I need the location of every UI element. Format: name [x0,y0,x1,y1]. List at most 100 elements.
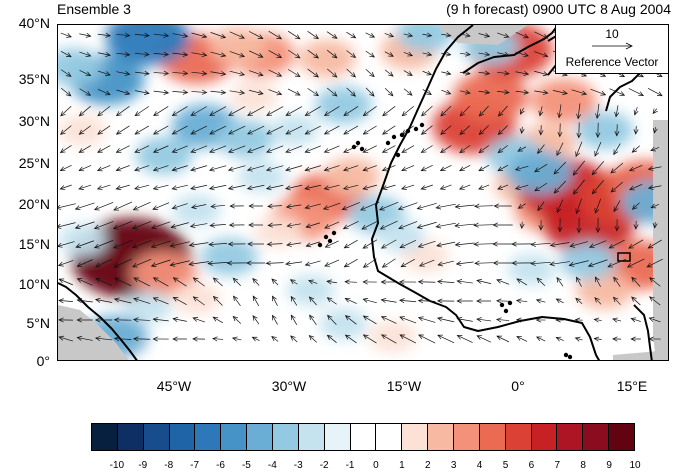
anomaly-patch [254,215,303,248]
wind-vector [271,336,279,342]
wind-vector [212,295,223,306]
wind-vector [248,70,264,77]
wind-vector [58,335,73,342]
island [327,238,333,244]
wind-vector [76,259,93,267]
wind-vector [265,165,284,172]
wind-vector [401,105,415,117]
anomaly-patch [376,219,425,252]
wind-vector [267,222,282,228]
wind-vector [650,203,659,209]
island [331,230,337,236]
wind-vector [652,127,658,134]
anomaly-patch [270,114,319,147]
wind-vector [519,126,525,135]
island [395,152,401,158]
wind-vector [344,279,357,285]
wind-vector [380,334,397,344]
y-tick-5n: 5°N [26,315,51,331]
title-right: (9 h forecast) 0900 UTC 8 Aug 2004 [446,1,671,17]
wind-vector [607,258,627,268]
colorbar-label: 0 [373,460,379,471]
wind-vector [134,32,150,38]
wind-vector [650,146,660,152]
wind-vector [131,240,152,249]
y-tick-10n: 10°N [18,276,50,292]
wind-vector [439,184,452,190]
wind-vector [362,258,377,268]
wind-vector [249,31,264,39]
colorbar-box [505,424,532,450]
wind-vector [307,68,319,78]
wind-vector [535,317,546,323]
wind-vector [172,70,189,76]
wind-vector [227,241,246,247]
colorbar [91,423,635,451]
wind-vector [326,279,338,285]
wind-vector [610,162,624,174]
wind-vector [478,70,491,76]
x-tick-30w: 30°W [271,378,307,394]
wind-vector [496,335,510,343]
wind-vector [272,295,278,306]
y-tick-40n: 40°N [18,15,50,31]
wind-vector [113,239,133,249]
wind-vector [290,335,298,343]
wind-vector [95,258,113,268]
colorbar-box [117,424,144,450]
wind-vector [209,145,227,153]
island [317,242,323,248]
wind-vector [515,89,530,95]
wind-vector [58,260,74,267]
wind-vector [59,145,72,153]
wind-vector [362,184,377,191]
wind-vector [60,105,72,117]
wind-vector [152,277,169,287]
anomaly-patch [286,274,335,307]
wind-vector [549,261,570,267]
wind-vector [421,105,433,117]
wind-vector [326,87,338,97]
wind-vector [116,32,131,38]
wind-vector [593,317,602,323]
wind-vector [212,316,224,324]
wind-vector [97,105,111,117]
wind-vector [459,125,471,135]
wind-vector [492,260,513,266]
wind-vector [79,51,92,57]
anomaly-patch [123,291,172,324]
wind-vector [400,258,416,268]
wind-vector [417,316,436,323]
wind-vector [441,32,452,38]
wind-vector [172,317,187,322]
wind-vector [576,122,582,139]
wind-vector [362,279,377,285]
wind-vector [153,106,169,117]
wind-vector [478,184,490,190]
wind-vector [608,239,625,249]
wind-vector [530,241,551,247]
wind-vector [229,70,246,77]
wind-vector [290,314,298,325]
colorbar-label: 2 [424,460,431,471]
wind-vector [516,336,528,342]
wind-vector [265,260,284,266]
wind-vector [190,106,208,116]
wind-vector [459,89,471,95]
y-tick-30n: 30°N [18,113,50,129]
wind-vector [520,107,525,115]
wind-vector [515,70,530,76]
wind-vector [268,89,283,96]
wind-vector [233,295,241,307]
wind-vector [557,104,563,119]
x-tick-15e: 15°E [616,378,648,394]
wind-vector [399,334,417,344]
wind-vector [571,89,588,96]
wind-vector [114,277,132,287]
wind-vector [286,222,301,228]
wind-vector [384,32,395,38]
colorbar-box [195,424,222,450]
wind-vector [613,200,621,213]
coastline [58,282,138,360]
wind-vector [587,259,608,268]
